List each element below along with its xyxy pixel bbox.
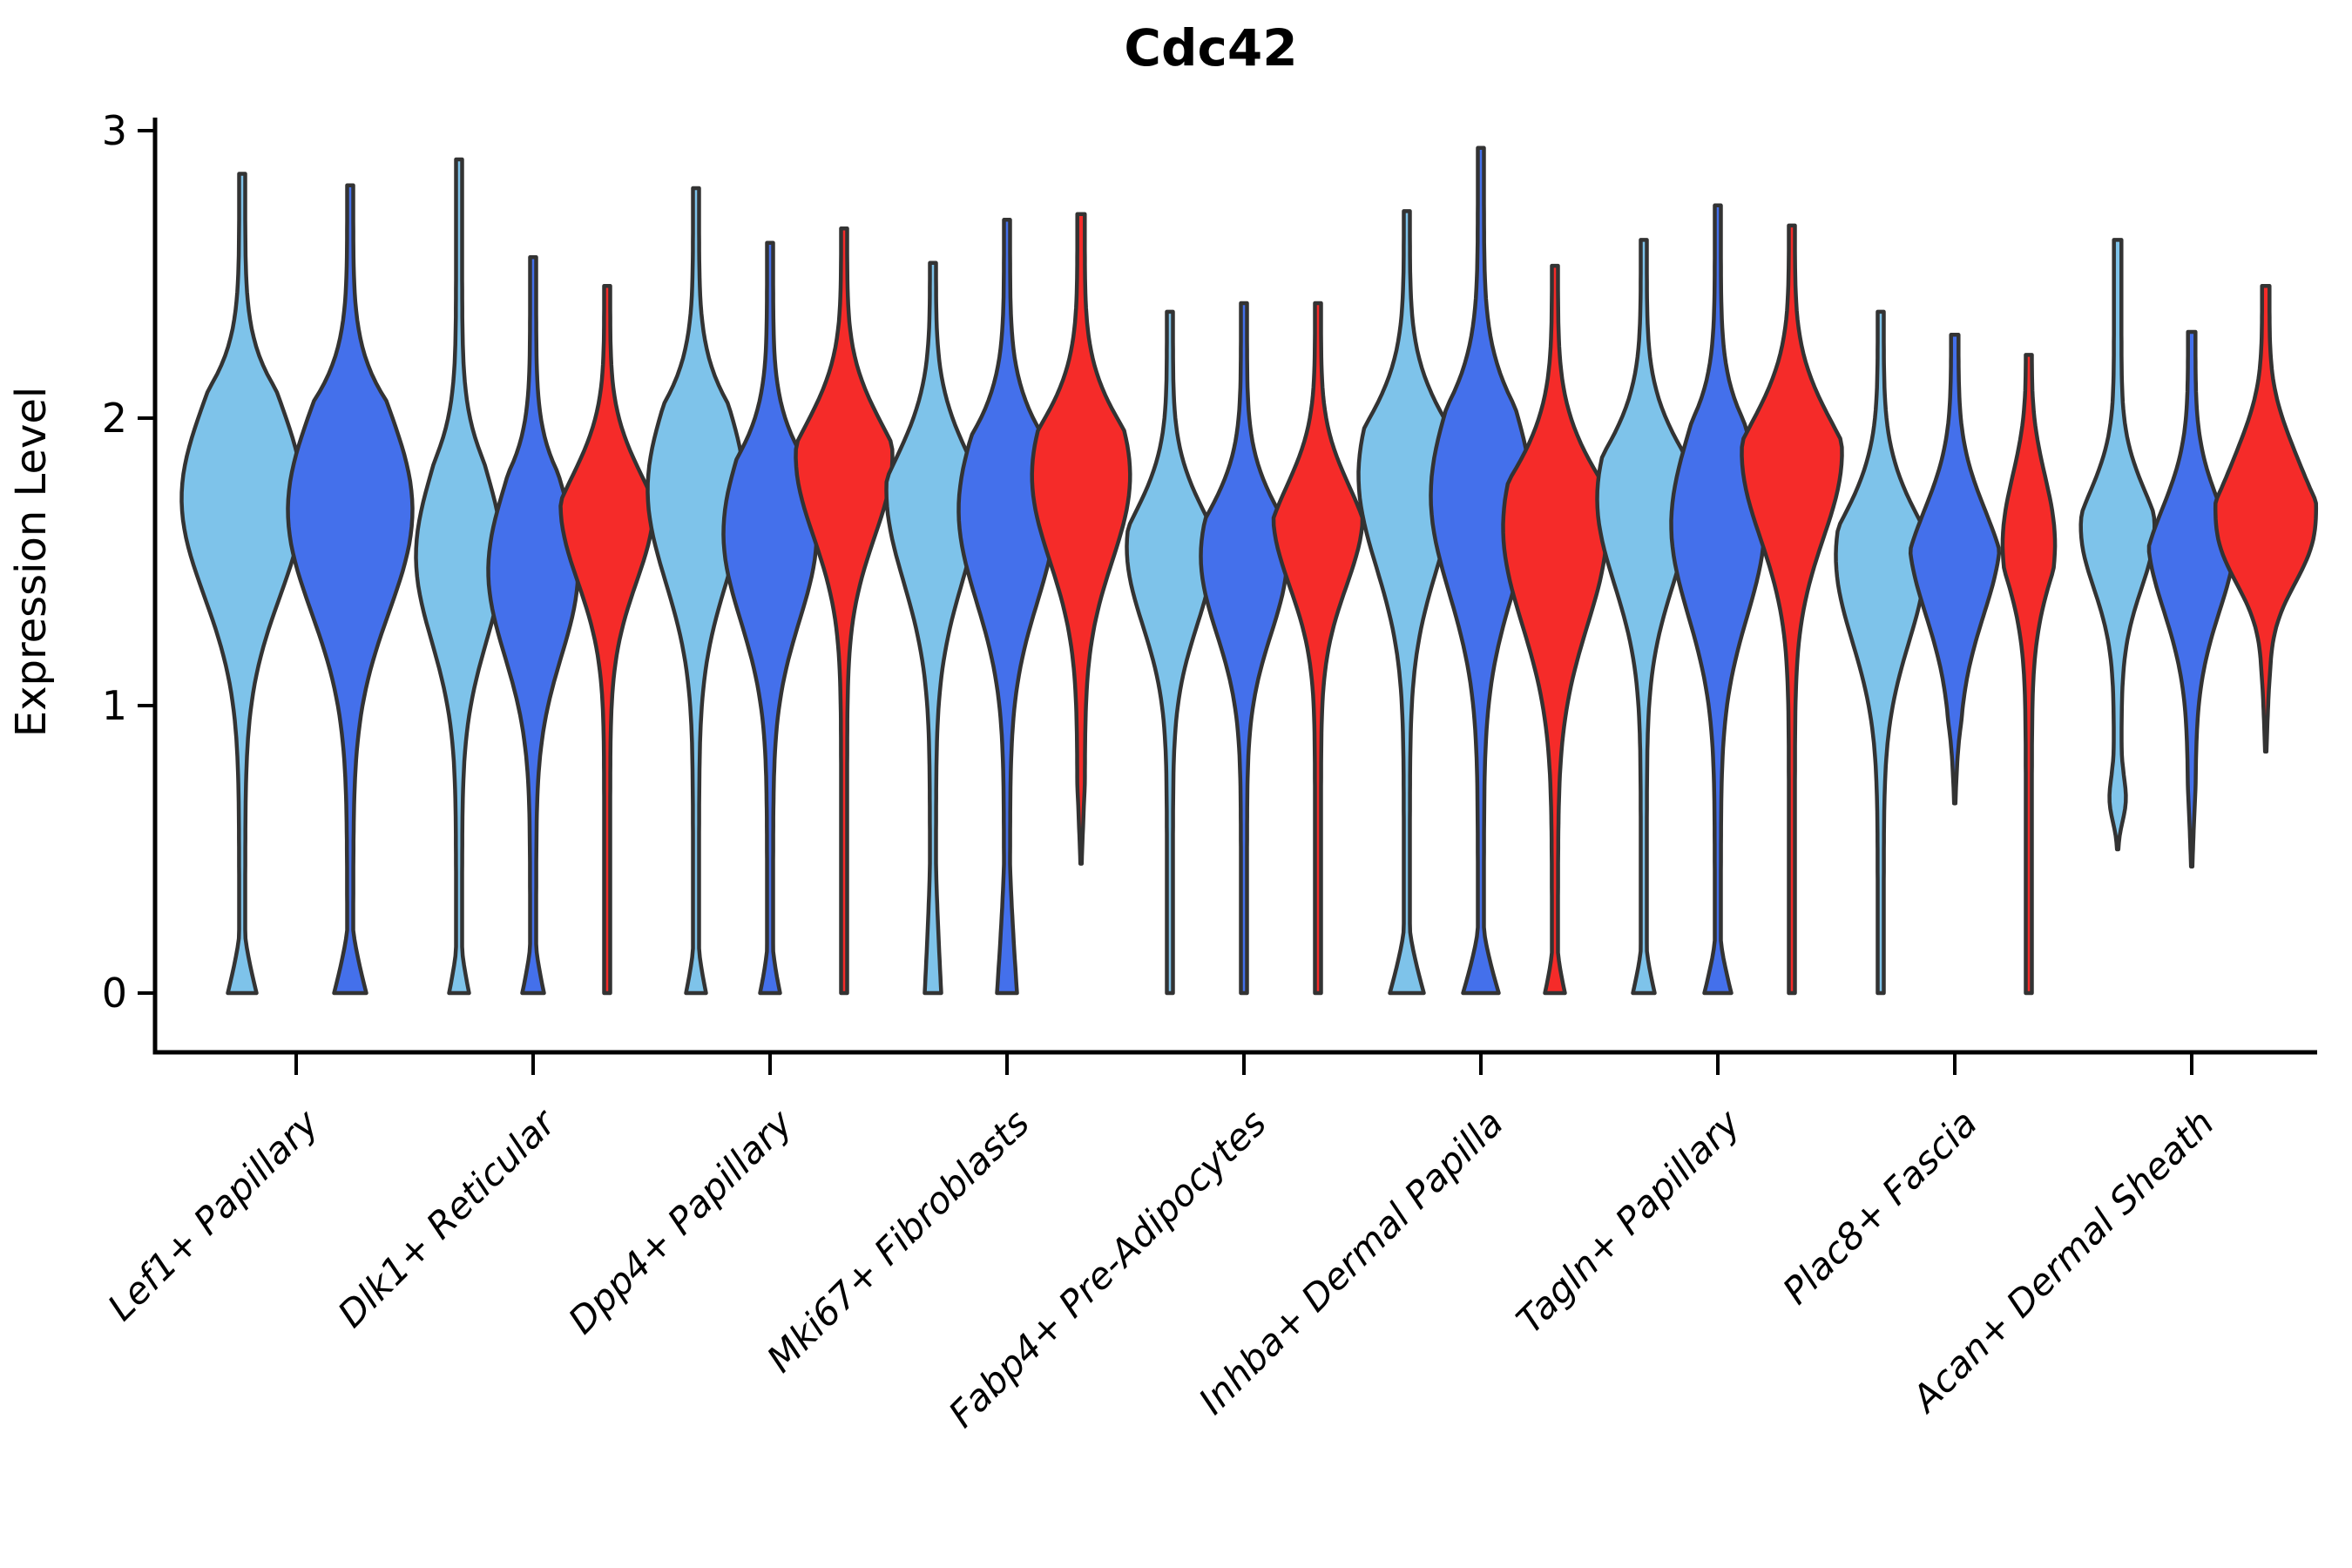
- violin-dlk1-royal_blue: [486, 254, 580, 996]
- y-tick-label: 2: [102, 395, 127, 442]
- chart-title: Cdc42: [1124, 18, 1297, 78]
- violin-dpp4-light_blue: [645, 186, 747, 996]
- y-tick-label: 0: [102, 970, 127, 1017]
- violin-fabp4-red: [1271, 301, 1365, 996]
- violin-mki67-royal_blue: [956, 218, 1058, 996]
- violin-tagln-red: [1740, 223, 1844, 996]
- violin-inhba-light_blue: [1356, 209, 1457, 996]
- violin-acan-royal_blue: [2146, 329, 2237, 869]
- x-tick-label: Dpp4+ Papillary: [560, 1101, 801, 1342]
- y-axis-label: Expression Level: [7, 387, 56, 738]
- axes: 0 1 2 3 Lef1+ Papillary Dlk1+ ReticularDpp4+ …: [99, 107, 2317, 1436]
- x-tick-label: Dlk1+ Reticular: [329, 1099, 565, 1335]
- violin-mki67-red: [1030, 212, 1132, 866]
- violin-lef1-royal_blue: [286, 183, 415, 996]
- violin-acan-red: [2213, 283, 2319, 754]
- y-tick-label: 1: [102, 682, 127, 729]
- violin-fabp4-light_blue: [1125, 309, 1215, 996]
- violin-series: [179, 145, 2319, 996]
- violin-plac8-light_blue: [1834, 309, 1928, 996]
- x-tick-label: Tagln+ Papillary: [1508, 1101, 1749, 1342]
- violin-dlk1-red: [558, 283, 656, 996]
- violin-lef1-light_blue: [179, 172, 305, 996]
- violin-dpp4-royal_blue: [721, 240, 819, 996]
- violin-mki67-light_blue: [884, 260, 982, 996]
- violin-dpp4-red: [794, 226, 895, 996]
- violin-plac8-red: [2000, 353, 2058, 996]
- violin-tagln-royal_blue: [1669, 203, 1767, 996]
- violin-inhba-red: [1501, 263, 1609, 996]
- violin-acan-light_blue: [2078, 238, 2157, 852]
- x-tick-label: Plac8+ Fascia: [1774, 1101, 1985, 1312]
- x-tick-label: Lef1+ Papillary: [99, 1101, 328, 1329]
- x-tick-label: Mki67+ Fibroblasts: [759, 1101, 1037, 1380]
- violin-inhba-royal_blue: [1429, 145, 1533, 996]
- violin-tagln-light_blue: [1595, 238, 1693, 996]
- violin-dlk1-light_blue: [414, 157, 504, 996]
- violin-fabp4-royal_blue: [1199, 301, 1289, 996]
- violin-plac8-royal_blue: [1908, 333, 2002, 806]
- y-tick-label: 3: [102, 107, 127, 154]
